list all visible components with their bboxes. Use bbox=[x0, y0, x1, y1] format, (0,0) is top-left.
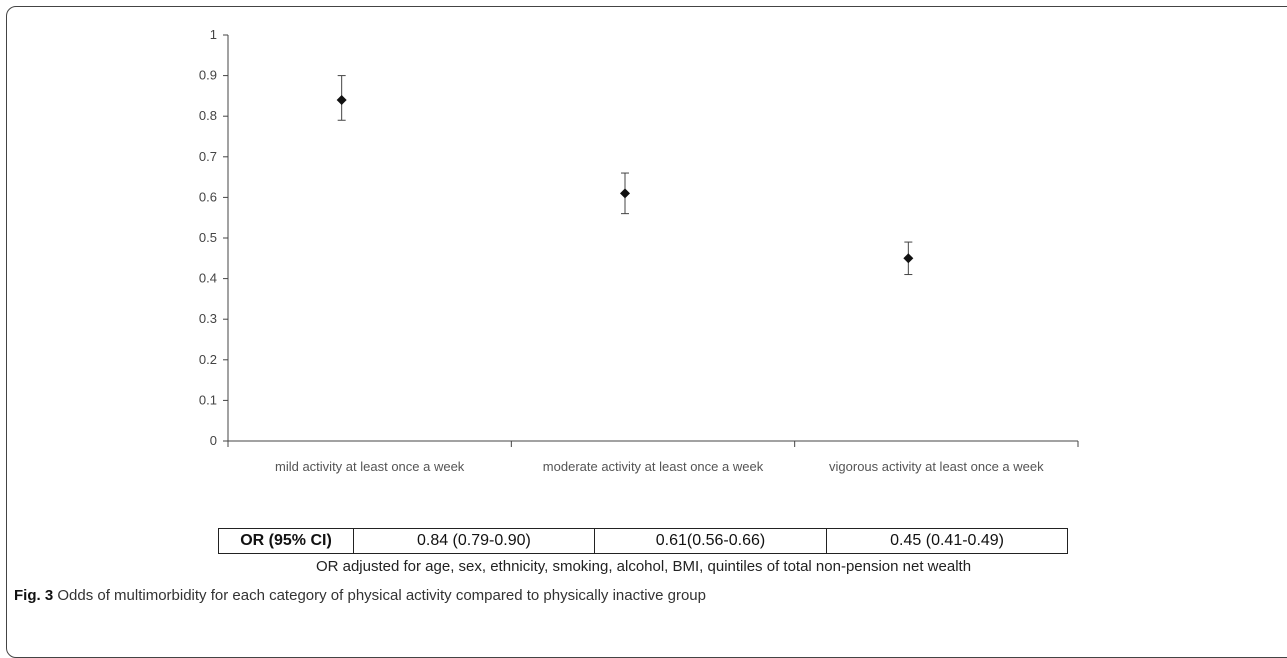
table-header-cell: OR (95% CI) bbox=[218, 528, 354, 554]
table-row: OR (95% CI) 0.84 (0.79-0.90) 0.61(0.56-0… bbox=[218, 528, 1068, 554]
table-cell-moderate: 0.61(0.56-0.66) bbox=[593, 528, 828, 554]
chart: 0 0.1 0.2 0.3 0.4 0.5 0.6 0.7 0.8 0.9 1 mild activi… bbox=[199, 27, 1079, 474]
caption-text: Odds of multimorbidity for each category… bbox=[57, 587, 706, 604]
y-tick-label: 0.6 bbox=[199, 189, 217, 204]
x-tick-label: moderate activity at least once a week bbox=[543, 459, 764, 474]
y-tick-label: 1 bbox=[210, 27, 217, 42]
x-tick-label: mild activity at least once a week bbox=[275, 459, 465, 474]
y-tick-label: 0.1 bbox=[199, 392, 217, 407]
caption-label: Fig. 3 bbox=[14, 587, 54, 604]
data-point bbox=[336, 94, 347, 105]
y-tick-label: 0.7 bbox=[199, 149, 217, 164]
x-tick-label: vigorous activity at least once a week bbox=[829, 459, 1044, 474]
or-table: OR (95% CI) 0.84 (0.79-0.90) 0.61(0.56-0… bbox=[218, 528, 1068, 554]
figure-caption: Fig. 3 Odds of multimorbidity for each c… bbox=[14, 587, 706, 604]
y-tick-label: 0.3 bbox=[199, 311, 217, 326]
y-tick-label: 0.2 bbox=[199, 352, 217, 367]
y-tick-label: 0.9 bbox=[199, 68, 217, 83]
table-cell-mild: 0.84 (0.79-0.90) bbox=[353, 528, 595, 554]
table-cell-vigorous: 0.45 (0.41-0.49) bbox=[826, 528, 1068, 554]
data-point bbox=[903, 253, 914, 264]
adjustment-note: OR adjusted for age, sex, ethnicity, smo… bbox=[315, 558, 972, 575]
y-tick-label: 0.8 bbox=[199, 108, 217, 123]
y-tick-label: 0.4 bbox=[199, 271, 217, 286]
y-tick-label: 0 bbox=[210, 433, 217, 448]
y-tick-label: 0.5 bbox=[199, 230, 217, 245]
data-point bbox=[620, 188, 630, 199]
